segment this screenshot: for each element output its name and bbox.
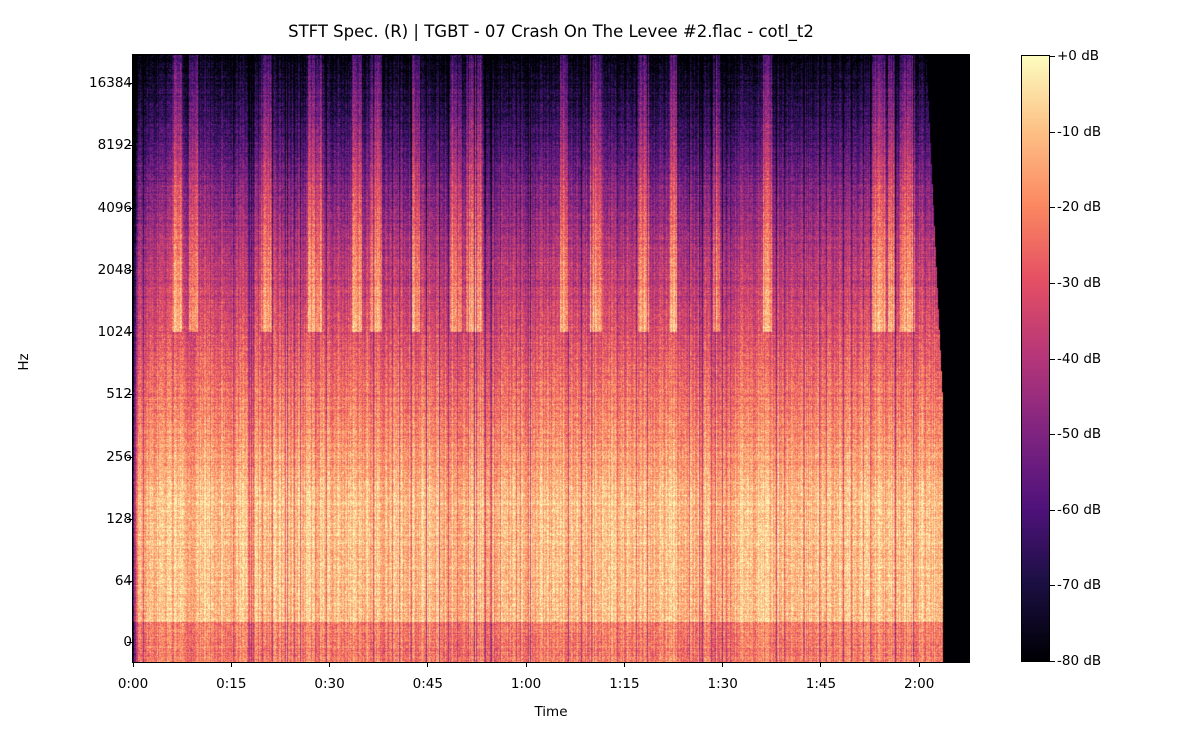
y-tick-label: 0 bbox=[123, 634, 132, 650]
colorbar-tick-label: -50 dB bbox=[1057, 426, 1102, 443]
colorbar-tick-mark bbox=[1050, 207, 1055, 209]
x-tick-mark bbox=[329, 662, 331, 667]
chart-title: STFT Spec. (R) | TGBT - 07 Crash On The … bbox=[288, 22, 814, 41]
colorbar-tick-mark bbox=[1050, 358, 1055, 360]
x-tick-label: 0:45 bbox=[412, 676, 443, 692]
y-tick-mark bbox=[127, 394, 132, 396]
x-tick-mark bbox=[230, 662, 232, 667]
x-tick-label: 0:15 bbox=[216, 676, 247, 692]
y-tick-label: 256 bbox=[106, 448, 132, 465]
y-tick-label: 8192 bbox=[97, 137, 132, 154]
y-axis-label: Hz bbox=[16, 353, 32, 371]
colorbar-tick-mark bbox=[1050, 56, 1055, 57]
y-tick-mark bbox=[127, 207, 132, 209]
x-tick-label: 1:00 bbox=[510, 676, 542, 692]
colorbar-tick-label: -80 dB bbox=[1057, 653, 1102, 669]
y-tick-label: 16384 bbox=[89, 75, 132, 91]
x-tick-mark bbox=[722, 662, 724, 667]
y-tick-mark bbox=[127, 269, 132, 271]
y-tick-mark bbox=[127, 642, 132, 643]
y-tick-mark bbox=[127, 581, 132, 582]
colorbar bbox=[1021, 55, 1050, 662]
x-tick-label: 2:00 bbox=[904, 676, 935, 692]
colorbar-gradient bbox=[1022, 56, 1049, 661]
colorbar-tick-label: -20 dB bbox=[1057, 199, 1102, 216]
x-tick-label: 0:00 bbox=[117, 676, 149, 692]
x-tick-mark bbox=[623, 662, 625, 667]
x-tick-label: 0:30 bbox=[314, 676, 345, 692]
colorbar-tick-label: -40 dB bbox=[1057, 350, 1102, 367]
colorbar-tick-label: -30 dB bbox=[1057, 274, 1102, 291]
y-tick-mark bbox=[127, 145, 132, 147]
colorbar-tick-mark bbox=[1050, 509, 1055, 511]
x-tick-mark bbox=[525, 662, 527, 667]
x-tick-label: 1:15 bbox=[609, 676, 640, 692]
x-tick-mark bbox=[820, 662, 822, 667]
colorbar-tick-mark bbox=[1050, 282, 1055, 284]
y-tick-mark bbox=[127, 456, 132, 458]
spectrogram-heatmap bbox=[133, 55, 969, 662]
y-tick-label: 128 bbox=[106, 510, 132, 527]
colorbar-tick-mark bbox=[1050, 585, 1055, 587]
y-tick-label: 2048 bbox=[97, 261, 132, 278]
x-tick-mark bbox=[918, 662, 920, 667]
colorbar-tick-label: -60 dB bbox=[1057, 501, 1102, 518]
y-tick-label: 4096 bbox=[97, 199, 132, 216]
colorbar-tick-label: +0 dB bbox=[1057, 48, 1100, 64]
y-tick-mark bbox=[127, 83, 132, 84]
colorbar-tick-mark bbox=[1050, 434, 1055, 436]
y-tick-label: 1024 bbox=[97, 324, 132, 340]
colorbar-tick-label: -10 dB bbox=[1057, 123, 1102, 140]
y-tick-label: 64 bbox=[114, 573, 132, 589]
y-tick-mark bbox=[127, 332, 132, 333]
x-tick-mark bbox=[132, 662, 134, 667]
colorbar-tick-label: -70 dB bbox=[1057, 577, 1102, 594]
colorbar-tick-mark bbox=[1050, 661, 1055, 662]
y-tick-mark bbox=[127, 518, 132, 520]
spectrogram-plot bbox=[133, 55, 969, 662]
x-tick-mark bbox=[427, 662, 429, 667]
colorbar-tick-mark bbox=[1050, 131, 1055, 133]
x-axis-label: Time bbox=[534, 704, 568, 720]
y-tick-label: 512 bbox=[106, 386, 132, 403]
x-tick-label: 1:30 bbox=[707, 676, 738, 692]
x-tick-label: 1:45 bbox=[805, 676, 837, 692]
